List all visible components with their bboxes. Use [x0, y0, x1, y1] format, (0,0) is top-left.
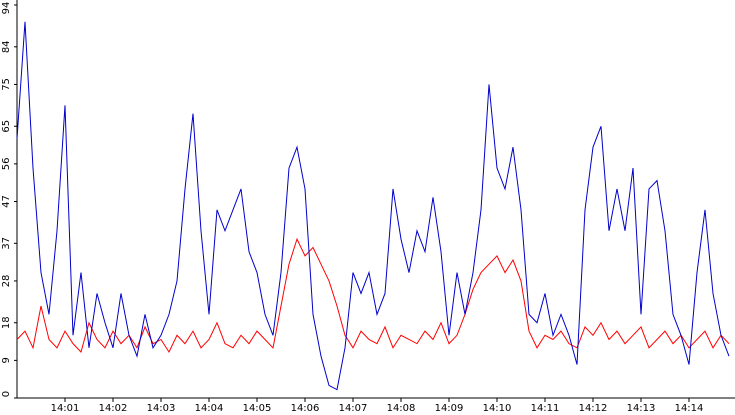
series-line — [16, 237, 730, 354]
y-tick-label: 65 — [1, 120, 12, 133]
y-tick-label: 94 — [1, 2, 12, 15]
series-line — [16, 21, 730, 391]
x-tick-label: 14:14 — [675, 403, 704, 414]
y-tick-label: 37 — [1, 237, 12, 250]
x-tick-label: 14:03 — [147, 403, 176, 414]
y-tick-label: 18 — [1, 316, 12, 329]
x-tick-label: 14:09 — [435, 403, 464, 414]
y-tick-label: 56 — [1, 158, 12, 171]
x-tick-label: 14:07 — [339, 403, 368, 414]
x-tick-label: 14:06 — [291, 403, 320, 414]
x-tick-label: 14:02 — [99, 403, 128, 414]
x-tick-label: 14:04 — [195, 403, 224, 414]
y-tick-label: 75 — [1, 78, 12, 91]
y-tick-label: 0 — [1, 391, 12, 397]
y-tick-label: 47 — [1, 195, 12, 208]
x-tick-label: 14:01 — [51, 403, 80, 414]
y-tick-label: 84 — [1, 40, 12, 53]
y-tick-label: 28 — [1, 275, 12, 288]
y-tick-label: 9 — [1, 357, 12, 363]
x-tick-label: 14:12 — [579, 403, 608, 414]
x-tick-label: 14:08 — [387, 403, 416, 414]
x-tick-label: 14:11 — [531, 403, 560, 414]
x-tick-label: 14:10 — [483, 403, 512, 414]
x-tick-label: 14:13 — [627, 403, 656, 414]
x-tick-label: 14:05 — [243, 403, 272, 414]
